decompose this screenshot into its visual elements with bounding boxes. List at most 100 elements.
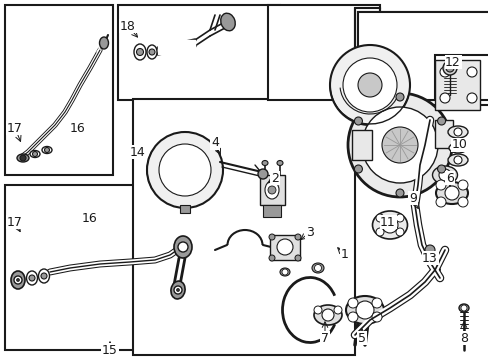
- Ellipse shape: [11, 271, 25, 289]
- Circle shape: [395, 228, 403, 236]
- Ellipse shape: [313, 305, 341, 325]
- Circle shape: [371, 298, 381, 308]
- Circle shape: [435, 180, 445, 190]
- Bar: [434, 60, 479, 110]
- Polygon shape: [354, 8, 488, 105]
- Bar: [260, 175, 285, 205]
- Ellipse shape: [26, 271, 38, 285]
- Circle shape: [375, 228, 383, 236]
- Circle shape: [453, 156, 461, 164]
- Circle shape: [347, 298, 357, 308]
- Ellipse shape: [39, 269, 49, 283]
- Circle shape: [395, 214, 403, 222]
- Circle shape: [361, 107, 437, 183]
- Circle shape: [435, 197, 445, 207]
- Circle shape: [41, 273, 47, 279]
- Ellipse shape: [262, 161, 267, 166]
- Circle shape: [444, 186, 458, 200]
- Circle shape: [437, 165, 445, 173]
- Ellipse shape: [458, 304, 468, 312]
- Bar: [180, 205, 190, 213]
- Circle shape: [466, 67, 476, 77]
- Circle shape: [147, 132, 223, 208]
- Circle shape: [329, 45, 409, 125]
- Circle shape: [32, 152, 38, 157]
- Circle shape: [460, 305, 466, 311]
- Ellipse shape: [276, 161, 283, 166]
- Bar: [351, 130, 371, 160]
- Ellipse shape: [431, 166, 457, 184]
- Text: 5: 5: [357, 332, 365, 345]
- Bar: [118, 5, 280, 100]
- Bar: [263, 205, 281, 217]
- Circle shape: [354, 165, 362, 173]
- Circle shape: [17, 279, 20, 282]
- Polygon shape: [357, 10, 488, 102]
- Circle shape: [453, 128, 461, 136]
- Ellipse shape: [372, 211, 407, 239]
- Ellipse shape: [280, 268, 289, 276]
- Ellipse shape: [30, 150, 40, 158]
- Circle shape: [149, 49, 155, 55]
- Bar: [269, 235, 299, 260]
- Circle shape: [258, 169, 267, 179]
- Text: 18: 18: [120, 19, 136, 32]
- Ellipse shape: [99, 37, 108, 49]
- Text: 1: 1: [340, 248, 348, 261]
- Text: 17: 17: [7, 216, 23, 229]
- Text: 11: 11: [379, 216, 395, 229]
- Circle shape: [282, 269, 287, 275]
- Ellipse shape: [264, 181, 279, 199]
- Text: 17: 17: [7, 122, 23, 135]
- Circle shape: [347, 312, 357, 322]
- Ellipse shape: [435, 182, 467, 204]
- Circle shape: [176, 288, 179, 292]
- Circle shape: [381, 127, 417, 163]
- Ellipse shape: [220, 13, 235, 31]
- Text: 9: 9: [408, 192, 416, 204]
- Circle shape: [268, 255, 274, 261]
- Circle shape: [178, 242, 187, 252]
- Circle shape: [333, 306, 341, 314]
- Circle shape: [20, 155, 26, 161]
- Circle shape: [395, 189, 403, 197]
- Ellipse shape: [346, 296, 383, 324]
- Ellipse shape: [42, 147, 52, 153]
- Circle shape: [355, 301, 373, 319]
- Bar: [5, 5, 113, 175]
- Circle shape: [159, 144, 210, 196]
- Circle shape: [375, 214, 383, 222]
- Circle shape: [29, 275, 35, 281]
- Bar: [133, 99, 354, 355]
- Text: 14: 14: [130, 145, 145, 158]
- Text: 8: 8: [459, 332, 467, 345]
- Ellipse shape: [134, 44, 146, 60]
- Ellipse shape: [171, 281, 184, 299]
- Circle shape: [276, 239, 292, 255]
- Circle shape: [381, 217, 397, 233]
- Circle shape: [313, 306, 321, 314]
- Ellipse shape: [447, 126, 467, 138]
- Text: 6: 6: [445, 171, 453, 184]
- Text: 2: 2: [270, 171, 278, 184]
- Ellipse shape: [174, 236, 192, 258]
- Text: 15: 15: [102, 343, 118, 356]
- Circle shape: [457, 197, 467, 207]
- Bar: [5, 185, 200, 350]
- Circle shape: [395, 93, 403, 101]
- Ellipse shape: [448, 143, 466, 153]
- Ellipse shape: [442, 61, 456, 75]
- Bar: [357, 12, 488, 100]
- Circle shape: [354, 117, 362, 125]
- Text: 12: 12: [444, 55, 460, 68]
- Ellipse shape: [147, 45, 157, 59]
- Text: 7: 7: [320, 332, 328, 345]
- Text: 16: 16: [70, 122, 86, 135]
- Circle shape: [445, 64, 453, 72]
- Text: 10: 10: [451, 139, 467, 152]
- Polygon shape: [357, 12, 488, 100]
- Ellipse shape: [447, 154, 467, 166]
- Circle shape: [342, 58, 396, 112]
- Circle shape: [466, 93, 476, 103]
- Circle shape: [294, 255, 301, 261]
